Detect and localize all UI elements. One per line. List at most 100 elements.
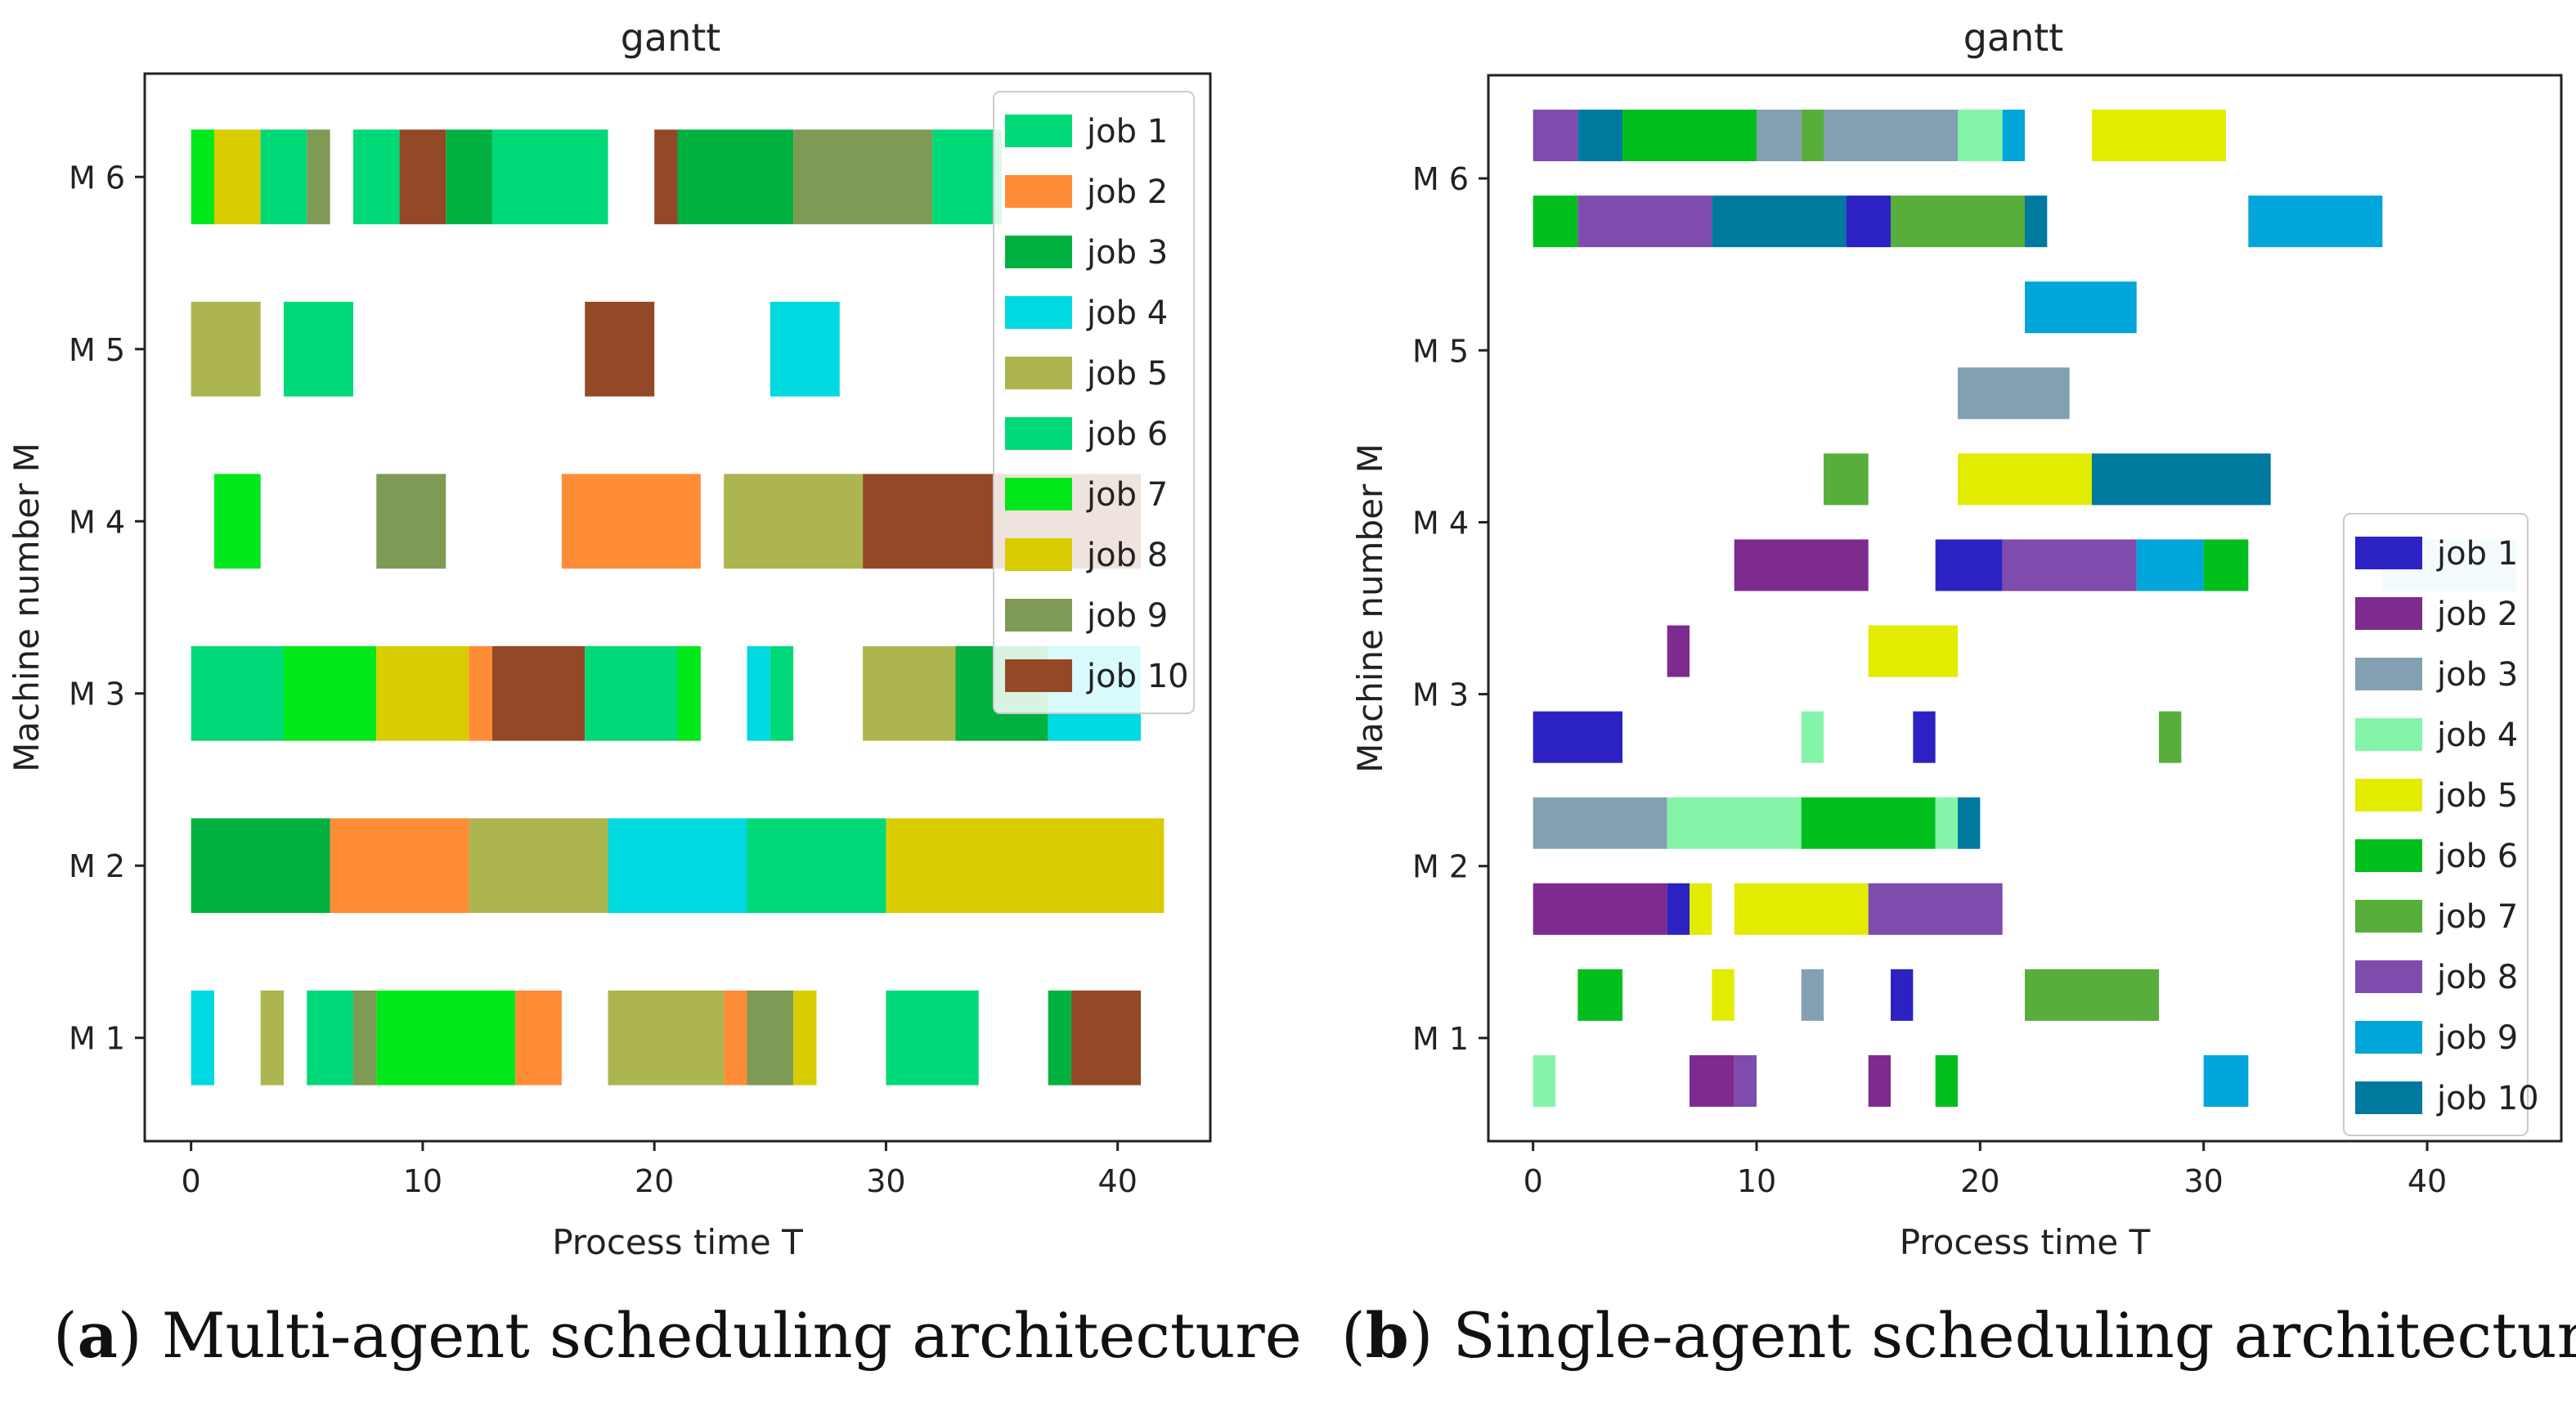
gantt-bar-job-2 [1690,1054,1735,1107]
gantt-bar-job-6 [1622,110,1757,162]
gantt-bar-job-1 [886,990,979,1086]
gantt-bar-job-1 [1846,196,1891,248]
gantt-bar-job-2 [724,990,747,1086]
gantt-bar-job-4 [1533,1054,1555,1107]
legend-swatch-job-8 [1005,538,1072,571]
legend-label-job-4: job 4 [2436,717,2518,754]
gantt-bar-job-1 [191,645,284,741]
legend-swatch-job-1 [2355,537,2422,569]
gantt-bar-job-1 [747,818,886,914]
gantt-bar-job-7 [1801,110,1824,162]
gantt-bar-job-6 [1935,1054,1958,1107]
gantt-bar-job-5 [608,990,725,1086]
legend-swatch-job-4 [2355,718,2422,751]
gantt-bar-job-1 [307,990,353,1086]
gantt-bar-job-3 [446,129,492,225]
x-tick-label: 40 [2408,1163,2447,1199]
legend-swatch-job-3 [2355,658,2422,690]
gantt-bar-job-9 [2025,281,2137,334]
legend-swatch-job-2 [2355,597,2422,630]
gantt-bar-job-9 [2203,1054,2249,1107]
caption-a-text: Multi-agent scheduling architecture [141,1299,1302,1372]
gantt-bar-job-9 [2248,196,2383,248]
gantt-bar-job-2 [1868,1054,1891,1107]
gantt-bar-job-5 [1734,883,1869,935]
legend-label-job-7: job 7 [2436,898,2518,936]
gantt-bar-job-2 [469,645,492,741]
gantt-bar-job-5 [863,645,956,741]
gantt-bar-job-6 [1577,969,1622,1021]
gantt-chart-b: gantt 0 10 20 30 40 M 1 M 2 M 3 M 4 M 5 M 6 Process … [1350,16,2563,1262]
gantt-bar-job-2 [1667,625,1690,677]
y-tick-label: M 1 [1412,1021,1469,1057]
gantt-bar-job-4 [1667,797,1802,849]
gantt-bar-job-10 [585,301,655,397]
legend-swatch-job-1 [1005,115,1072,147]
legend-label-job-6: job 6 [1086,416,1168,453]
gantt-bar-job-1 [352,129,400,225]
legend-label-job-10: job 10 [2436,1080,2539,1117]
chart-title: gantt [621,16,721,60]
gantt-bar-job-3 [1824,110,1958,162]
gantt-bar-job-9 [747,990,794,1086]
gantt-bar-job-1 [1667,883,1690,935]
gantt-bar-job-1 [1935,539,2003,591]
gantt-bar-job-3 [677,129,794,225]
caption-b: (b) Single-agent scheduling architecture [1341,1299,2576,1372]
legend-label-job-2: job 2 [1086,173,1168,211]
gantt-bar-job-1 [491,129,608,225]
gantt-bar-job-2 [330,818,469,914]
gantt-bar-job-2 [1533,883,1667,935]
legend-swatch-job-10 [1005,659,1072,692]
gantt-bar-job-9 [307,129,330,225]
gantt-bar-job-8 [886,818,1165,914]
y-tick-label: M 2 [69,848,125,884]
gantt-bar-job-5 [2092,110,2226,162]
gantt-bar-job-10 [1071,990,1142,1086]
gantt-bar-job-5 [1868,625,1958,677]
legend-swatch-job-10 [2355,1081,2422,1114]
gantt-bar-job-8 [1533,110,1578,162]
gantt-bar-job-3 [1048,990,1072,1086]
gantt-bar-job-8 [793,990,817,1086]
y-tick-label: M 3 [69,677,125,712]
legend-label-job-9: job 9 [2436,1019,2518,1057]
y-tick-label: M 6 [1412,161,1469,197]
gantt-bar-job-7 [2159,711,2182,763]
gantt-bar-job-7 [677,645,701,741]
gantt-bar-job-4 [770,301,840,397]
gantt-bar-job-5 [1958,453,2092,506]
gantt-bar-job-10 [1712,196,1847,248]
gantt-bar-job-8 [1868,883,2003,935]
y-tick-label: M 3 [1412,677,1469,713]
plot-frame [143,72,1212,1143]
gantt-bar-job-7 [213,474,261,569]
gantt-bar-job-1 [1533,711,1622,763]
gantt-bar-job-4 [608,818,747,914]
legend-swatch-job-3 [1005,236,1072,268]
legend-swatch-job-9 [1005,599,1072,632]
gantt-bar-job-9 [376,474,447,569]
y-axis-label: Machine number M [1350,443,1390,773]
gantt-bar-job-10 [1958,797,1981,849]
gantt-bar-job-8 [1577,196,1712,248]
x-tick-label: 10 [1737,1163,1776,1199]
caption-b-letter: b [1365,1299,1409,1372]
legend-swatch-job-5 [2355,779,2422,811]
gantt-bar-job-5 [191,301,261,397]
gantt-bar-job-4 [1935,797,1958,849]
gantt-bar-job-7 [191,129,214,225]
caption-a-letter: a [77,1299,118,1372]
gantt-bar-job-2 [1734,539,1869,591]
y-tick-label: M 6 [69,160,125,196]
x-tick-label: 20 [635,1163,674,1199]
legend-swatch-job-7 [2355,900,2422,933]
legend-label-job-1: job 1 [1086,113,1168,151]
y-tick-label: M 4 [69,504,125,540]
gantt-bar-job-8 [1734,1054,1757,1107]
gantt-bar-job-10 [2092,453,2271,506]
x-axis-label: Process time T [1900,1222,2151,1262]
gantt-bar-job-10 [654,129,678,225]
gantt-bar-job-9 [793,129,933,225]
